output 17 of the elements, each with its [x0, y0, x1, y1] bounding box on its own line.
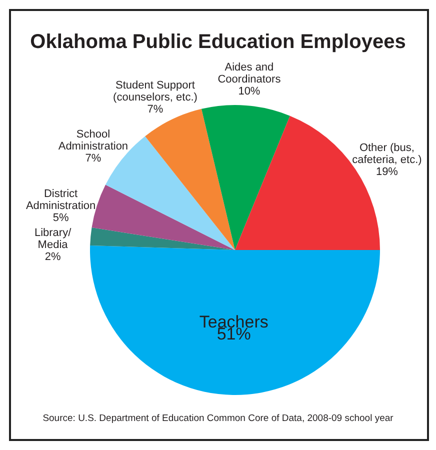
slice-label: District Administration — [26, 188, 96, 212]
data-label: 7% — [85, 152, 102, 164]
pie-slice — [90, 228, 235, 250]
pie-slice — [90, 245, 380, 395]
data-label: 2% — [44, 250, 61, 263]
slice-label: Student Support (counselors, etc.) — [113, 79, 198, 104]
data-label: 19% — [376, 166, 398, 178]
slice-label: Other (bus, cafeteria, etc.) — [352, 142, 422, 166]
pie-slice — [201, 105, 290, 250]
data-label: 7% — [147, 103, 164, 116]
data-label: 10% — [238, 86, 260, 98]
slice-label: School Administration — [58, 128, 128, 152]
source-note: Source: U.S. Department of Education Common Core of Data, 2008-09 school year — [42, 413, 394, 424]
data-label: 5% — [52, 212, 69, 224]
chart-title: Oklahoma Public Education Employees — [30, 31, 406, 53]
slice-label: Aides and Coordinators — [218, 62, 282, 86]
slice-label: Library/ Media — [34, 226, 72, 251]
